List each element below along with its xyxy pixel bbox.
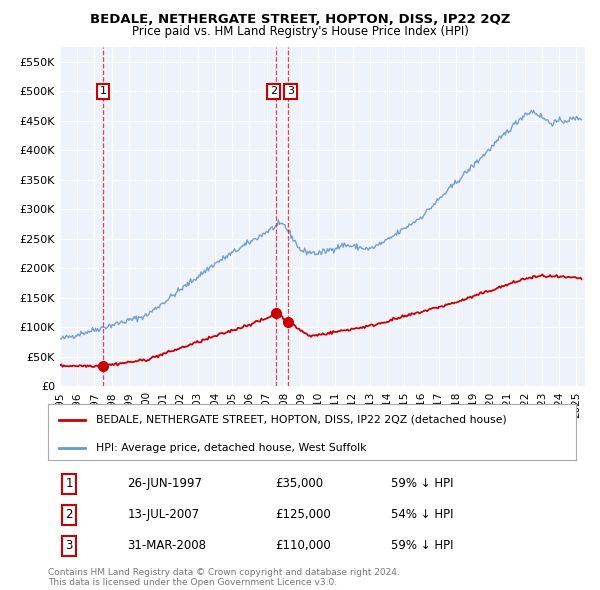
Text: Contains HM Land Registry data © Crown copyright and database right 2024.
This d: Contains HM Land Registry data © Crown c… bbox=[48, 568, 400, 587]
Text: £35,000: £35,000 bbox=[275, 477, 323, 490]
Text: 3: 3 bbox=[287, 87, 294, 96]
Text: 31-MAR-2008: 31-MAR-2008 bbox=[127, 539, 206, 552]
Text: 54% ↓ HPI: 54% ↓ HPI bbox=[391, 508, 454, 522]
Text: HPI: Average price, detached house, West Suffolk: HPI: Average price, detached house, West… bbox=[95, 443, 366, 453]
Text: 2: 2 bbox=[270, 87, 277, 96]
Text: 3: 3 bbox=[65, 539, 73, 552]
Text: 1: 1 bbox=[100, 87, 106, 96]
Text: 13-JUL-2007: 13-JUL-2007 bbox=[127, 508, 199, 522]
Text: £110,000: £110,000 bbox=[275, 539, 331, 552]
Text: £125,000: £125,000 bbox=[275, 508, 331, 522]
Text: 26-JUN-1997: 26-JUN-1997 bbox=[127, 477, 202, 490]
Text: 59% ↓ HPI: 59% ↓ HPI bbox=[391, 477, 454, 490]
Text: 2: 2 bbox=[65, 508, 73, 522]
Text: 59% ↓ HPI: 59% ↓ HPI bbox=[391, 539, 454, 552]
Text: Price paid vs. HM Land Registry's House Price Index (HPI): Price paid vs. HM Land Registry's House … bbox=[131, 25, 469, 38]
Text: BEDALE, NETHERGATE STREET, HOPTON, DISS, IP22 2QZ (detached house): BEDALE, NETHERGATE STREET, HOPTON, DISS,… bbox=[95, 415, 506, 425]
Text: BEDALE, NETHERGATE STREET, HOPTON, DISS, IP22 2QZ: BEDALE, NETHERGATE STREET, HOPTON, DISS,… bbox=[90, 13, 510, 26]
Text: 1: 1 bbox=[65, 477, 73, 490]
